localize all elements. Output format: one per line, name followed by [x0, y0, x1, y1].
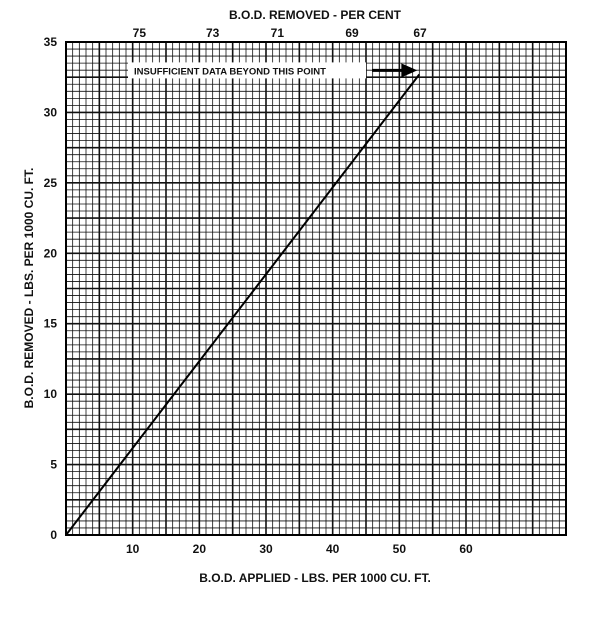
- top-tick-label: 75: [133, 26, 147, 40]
- x-tick-label: 20: [193, 542, 207, 556]
- y-axis-label: B.O.D. REMOVED - LBS. PER 1000 CU. FT.: [22, 168, 36, 409]
- top-tick-label: 73: [206, 26, 220, 40]
- x-axis-label: B.O.D. APPLIED - LBS. PER 1000 CU. FT.: [199, 571, 431, 585]
- y-tick-label: 25: [44, 176, 58, 190]
- x-tick-label: 50: [393, 542, 407, 556]
- y-tick-label: 30: [44, 105, 58, 119]
- y-tick-label: 20: [44, 246, 58, 260]
- top-tick-label: 67: [413, 26, 427, 40]
- y-tick-label: 35: [44, 35, 58, 49]
- x-tick-label: 30: [259, 542, 273, 556]
- y-tick-label: 5: [50, 458, 57, 472]
- plot-frame: [65, 41, 567, 536]
- series-line: [65, 73, 421, 536]
- x-tick-label: 40: [326, 542, 340, 556]
- top-tick-label: 69: [345, 26, 359, 40]
- grid: [65, 41, 567, 536]
- y-tick-label: 10: [44, 387, 58, 401]
- annotation-text: INSUFFICIENT DATA BEYOND THIS POINT: [134, 66, 326, 77]
- marks: INSUFFICIENT DATA BEYOND THIS POINT: [65, 62, 421, 536]
- annotation-box: [128, 62, 366, 79]
- top-tick-label: 71: [271, 26, 285, 40]
- x-tick-label: 10: [126, 542, 140, 556]
- annotation-arrow-head: [401, 63, 418, 78]
- x-tick-label: 60: [459, 542, 473, 556]
- y-tick-label: 0: [50, 528, 57, 542]
- y-tick-label: 15: [44, 317, 58, 331]
- top-axis-label: B.O.D. REMOVED - PER CENT: [229, 8, 402, 22]
